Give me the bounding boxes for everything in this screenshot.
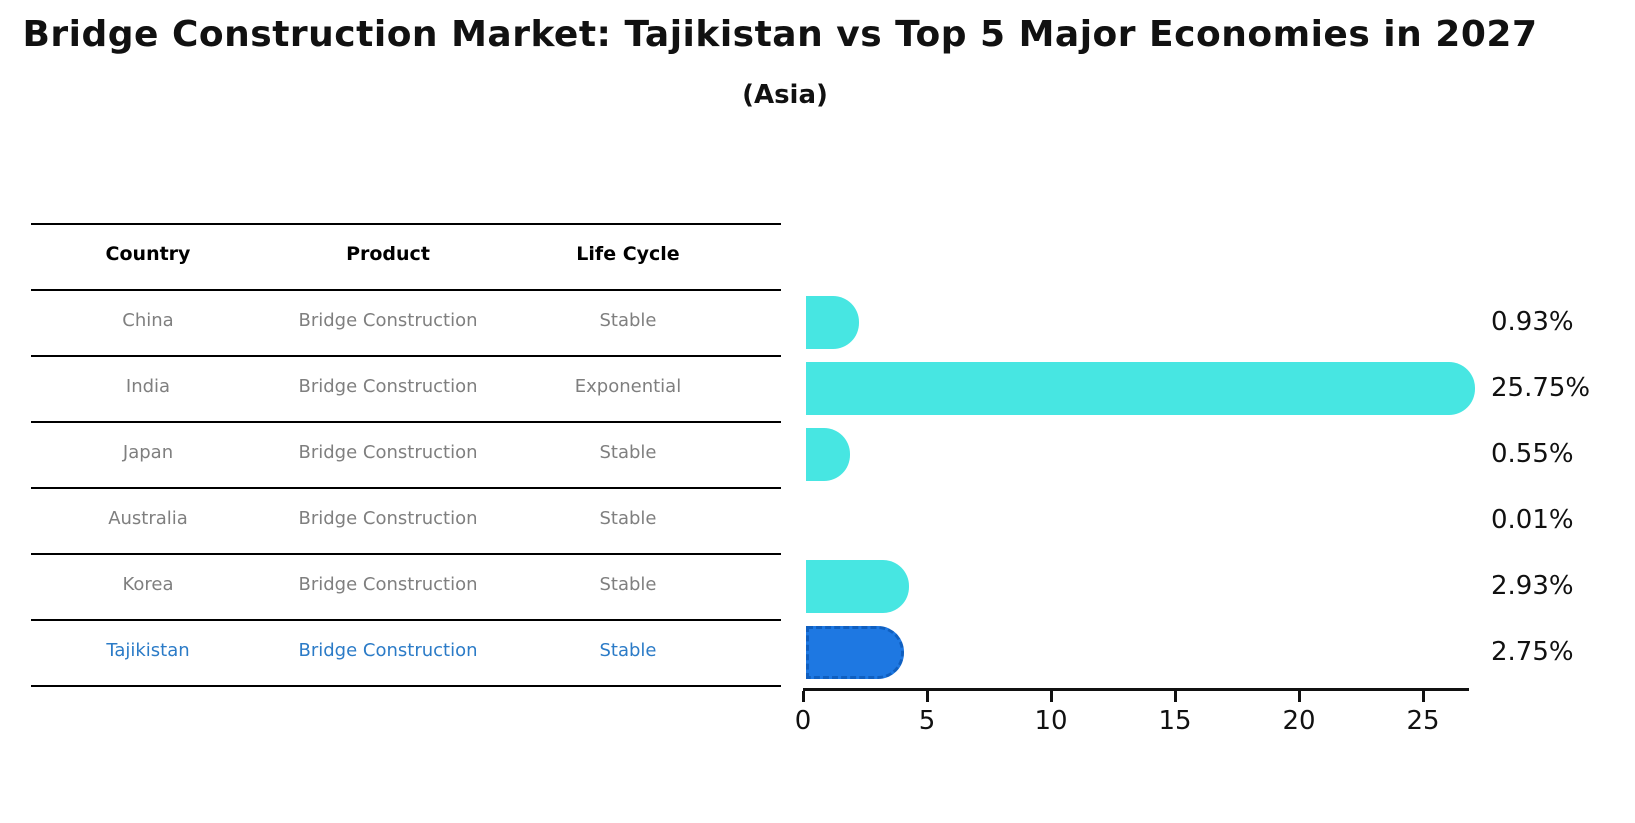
table-header-cell: Country [105,243,191,265]
table-cell: Bridge Construction [298,640,478,661]
row-line [31,553,781,555]
chart-subtitle: (Asia) [742,80,828,110]
table-cell: Bridge Construction [298,508,478,529]
table-header-cell: Product [346,243,430,265]
x-axis-tick [1422,691,1425,702]
table-cell: Korea [122,574,174,595]
table-cell: Bridge Construction [298,310,478,331]
value-label-australia: 0.01% [1491,505,1574,535]
row-line [31,421,781,423]
x-axis-tick-label: 10 [1034,706,1068,736]
bar-china [806,295,859,349]
table-cell: Australia [108,508,188,529]
table-cell: Tajikistan [106,640,190,661]
value-label-tajikistan: 2.75% [1491,637,1574,667]
value-label-india: 25.75% [1491,373,1591,403]
x-axis-tick-label: 20 [1282,706,1316,736]
bar-india [806,361,1475,415]
table-cell: Bridge Construction [298,376,478,397]
row-line [31,223,781,225]
table-cell: Stable [599,310,657,331]
bar-korea [806,559,909,613]
table-cell: India [125,376,171,397]
table-header-cell: Life Cycle [576,243,680,265]
table-cell: Stable [599,442,657,463]
value-label-korea: 2.93% [1491,571,1574,601]
value-label-japan: 0.55% [1491,439,1574,469]
value-label-china: 0.93% [1491,307,1574,337]
x-axis-tick [802,691,805,702]
x-axis-tick-label: 5 [918,706,936,736]
row-line [31,289,781,291]
table-cell: Stable [599,508,657,529]
x-axis-tick-label: 25 [1406,706,1440,736]
table-cell: Stable [599,640,657,661]
bar-tajikistan [806,625,904,679]
row-line [31,487,781,489]
table-cell: Bridge Construction [298,442,478,463]
row-line [31,685,781,687]
x-axis-tick [1174,691,1177,702]
chart-title: Bridge Construction Market: Tajikistan v… [22,14,1538,55]
x-axis-tick-label: 0 [794,706,812,736]
table-cell: Exponential [574,376,682,397]
bar-japan [806,427,850,481]
table-cell: Japan [122,442,174,463]
table-cell: China [122,310,174,331]
x-axis-tick [926,691,929,702]
x-axis-line [803,688,1469,691]
row-line [31,355,781,357]
row-line [31,619,781,621]
x-axis-tick [1298,691,1301,702]
table-cell: Bridge Construction [298,574,478,595]
x-axis-tick [1050,691,1053,702]
table-cell: Stable [599,574,657,595]
x-axis-tick-label: 15 [1158,706,1192,736]
